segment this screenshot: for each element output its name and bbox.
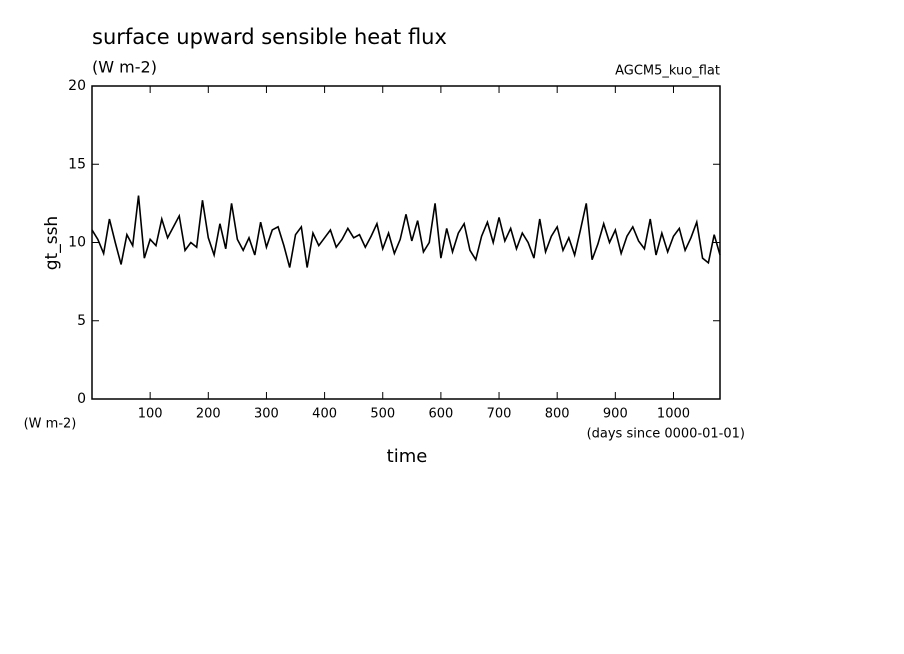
x-tick-label: 1000 bbox=[657, 407, 690, 422]
annotation: AGCM5_kuo_flat bbox=[615, 64, 720, 79]
data-line bbox=[91, 195, 721, 268]
x-tick-label: 700 bbox=[487, 407, 512, 422]
x-tick-label: 200 bbox=[196, 407, 221, 422]
x-axis-label: time bbox=[387, 446, 428, 467]
x-units: (days since 0000-01-01) bbox=[587, 427, 745, 442]
y-tick-label: 20 bbox=[68, 78, 86, 94]
x-tick-label: 600 bbox=[428, 407, 453, 422]
y-units: (W m-2) bbox=[24, 417, 77, 432]
chart-title: surface upward sensible heat flux bbox=[92, 25, 447, 49]
x-tick-label: 900 bbox=[603, 407, 628, 422]
chart-subtitle: (W m-2) bbox=[92, 58, 157, 77]
x-tick-label: 400 bbox=[312, 407, 337, 422]
x-tick-label: 800 bbox=[545, 407, 570, 422]
y-tick-label: 5 bbox=[77, 313, 86, 329]
y-axis-label: gt_ssh bbox=[42, 216, 62, 270]
y-tick-label: 10 bbox=[68, 235, 86, 251]
y-tick-label: 0 bbox=[77, 391, 86, 407]
plot-frame bbox=[91, 85, 721, 400]
y-tick-label: 15 bbox=[68, 156, 86, 172]
x-tick-label: 500 bbox=[370, 407, 395, 422]
x-tick-label: 100 bbox=[138, 407, 163, 422]
x-tick-label: 300 bbox=[254, 407, 279, 422]
